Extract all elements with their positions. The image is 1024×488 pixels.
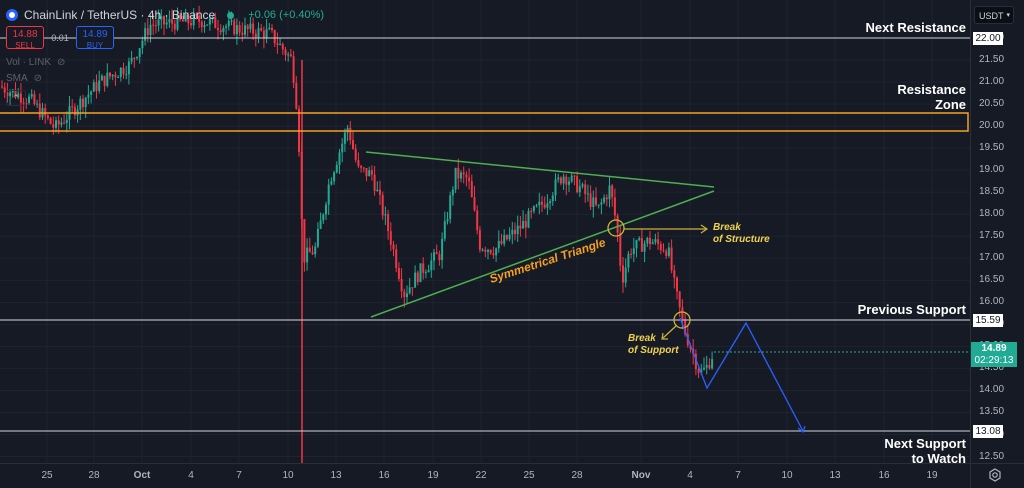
label-break-of-structure: Break of Structure bbox=[713, 222, 770, 246]
indicator-sma[interactable]: SMA ⊘ bbox=[6, 73, 42, 84]
price-tick: 20.00 bbox=[979, 120, 1005, 132]
label-previous-support: Previous Support bbox=[857, 302, 966, 317]
price-tick: 19.50 bbox=[979, 142, 1005, 154]
time-tick: Nov bbox=[631, 470, 651, 481]
currency-value: USDT bbox=[979, 11, 1004, 21]
symbol-title[interactable]: ChainLink / TetherUS · 4h · Binance bbox=[24, 8, 216, 22]
time-tick: Oct bbox=[133, 470, 151, 481]
label-next-support: Next Support to Watch bbox=[884, 436, 966, 463]
time-tick: 28 bbox=[88, 470, 100, 481]
price-tick: 13.50 bbox=[979, 406, 1005, 418]
chart-header: ChainLink / TetherUS · 4h · Binance +0.0… bbox=[6, 8, 324, 22]
level-price-tag: 15.59 bbox=[973, 314, 1003, 327]
price-axis[interactable]: 22.00 21.50 21.00 20.50 20.00 19.50 19.00 18.50… bbox=[970, 0, 1024, 463]
label-line: of Structure bbox=[713, 234, 770, 245]
price-tick: 12.50 bbox=[979, 450, 1005, 462]
settings-gear-icon[interactable] bbox=[988, 468, 1002, 482]
axis-corner bbox=[970, 463, 1024, 488]
label-line: Break bbox=[713, 222, 741, 233]
time-tick: 16 bbox=[878, 470, 890, 481]
level-price-tag: 13.08 bbox=[973, 425, 1003, 438]
eye-hidden-icon[interactable]: ⊘ bbox=[57, 57, 66, 68]
indicator-volume[interactable]: Vol · LINK ⊘ bbox=[6, 57, 65, 68]
time-tick: 25 bbox=[523, 470, 535, 481]
chevron-down-icon: ▾ bbox=[1006, 12, 1010, 19]
time-tick: 4 bbox=[188, 470, 194, 481]
buy-label: BUY bbox=[86, 41, 104, 50]
price-tick: 16.50 bbox=[979, 274, 1005, 286]
time-tick: 19 bbox=[427, 470, 439, 481]
label-next-resistance: Next Resistance bbox=[865, 20, 966, 35]
collapse-indicators-button[interactable]: ⌃ bbox=[6, 90, 26, 106]
price-tick: 14.50 bbox=[979, 362, 1005, 374]
label-line: Next Support bbox=[884, 436, 966, 451]
label-line: Resistance bbox=[897, 82, 966, 97]
price-tick: 19.00 bbox=[979, 164, 1005, 176]
price-tick: 18.50 bbox=[979, 186, 1005, 198]
price-tick: 18.00 bbox=[979, 208, 1005, 220]
price-tick: 21.50 bbox=[979, 54, 1005, 66]
indicator-label: SMA bbox=[6, 73, 28, 84]
chart-pane[interactable]: ChainLink / TetherUS · 4h · Binance +0.0… bbox=[0, 0, 970, 463]
market-open-icon bbox=[227, 11, 235, 19]
time-tick: 10 bbox=[781, 470, 793, 481]
time-axis[interactable]: 25 28 Oct 4 7 10 13 16 19 22 25 28 Nov 4 7 10 13 16 19 bbox=[0, 463, 970, 488]
label-line: Zone bbox=[934, 97, 966, 112]
currency-selector[interactable]: USDT ▾ bbox=[974, 6, 1014, 24]
time-tick: 10 bbox=[282, 470, 294, 481]
time-tick: 7 bbox=[236, 470, 242, 481]
price-tick: 17.00 bbox=[979, 252, 1005, 264]
time-tick: 28 bbox=[571, 470, 583, 481]
spread: 0.01 bbox=[51, 32, 69, 43]
eye-hidden-icon[interactable]: ⊘ bbox=[33, 73, 43, 84]
trade-panel: 14.88 SELL 0.01 14.89 BUY bbox=[6, 26, 114, 50]
bar-countdown: 02:29:13 bbox=[974, 355, 1014, 366]
time-tick: 25 bbox=[41, 470, 53, 481]
level-price-tag: 22.00 bbox=[973, 32, 1003, 45]
chainlink-logo-icon bbox=[6, 9, 18, 21]
time-tick: 22 bbox=[475, 470, 487, 481]
time-tick: 7 bbox=[735, 470, 741, 481]
price-tick: 20.50 bbox=[979, 98, 1005, 110]
time-tick: 13 bbox=[829, 470, 841, 481]
label-line: Break bbox=[628, 333, 656, 344]
buy-button[interactable]: 14.89 BUY bbox=[76, 26, 114, 50]
time-tick: 13 bbox=[330, 470, 342, 481]
label-resistance-zone: Resistance Zone bbox=[897, 82, 966, 112]
buy-price: 14.89 bbox=[82, 29, 108, 40]
label-break-of-support: Break of Support bbox=[628, 333, 679, 357]
price-change: +0.06 (+0.40%) bbox=[248, 9, 325, 21]
candlestick-chart[interactable] bbox=[0, 0, 970, 463]
current-price: 14.89 bbox=[981, 343, 1007, 354]
sell-price: 14.88 bbox=[12, 29, 38, 40]
price-tick: 21.00 bbox=[979, 76, 1005, 88]
price-tick: 14.00 bbox=[979, 384, 1005, 396]
time-tick: 16 bbox=[378, 470, 390, 481]
label-line: of Support bbox=[628, 345, 679, 356]
time-tick: 4 bbox=[687, 470, 693, 481]
indicator-label: Vol · LINK bbox=[6, 57, 52, 68]
label-line: to Watch bbox=[911, 451, 966, 463]
price-tick: 17.50 bbox=[979, 230, 1005, 242]
sell-button[interactable]: 14.88 SELL bbox=[6, 26, 44, 50]
sell-label: SELL bbox=[15, 41, 35, 50]
price-tick: 16.00 bbox=[979, 296, 1005, 308]
current-price-tag: 14.89 02:29:13 bbox=[971, 342, 1017, 367]
time-tick: 19 bbox=[926, 470, 938, 481]
